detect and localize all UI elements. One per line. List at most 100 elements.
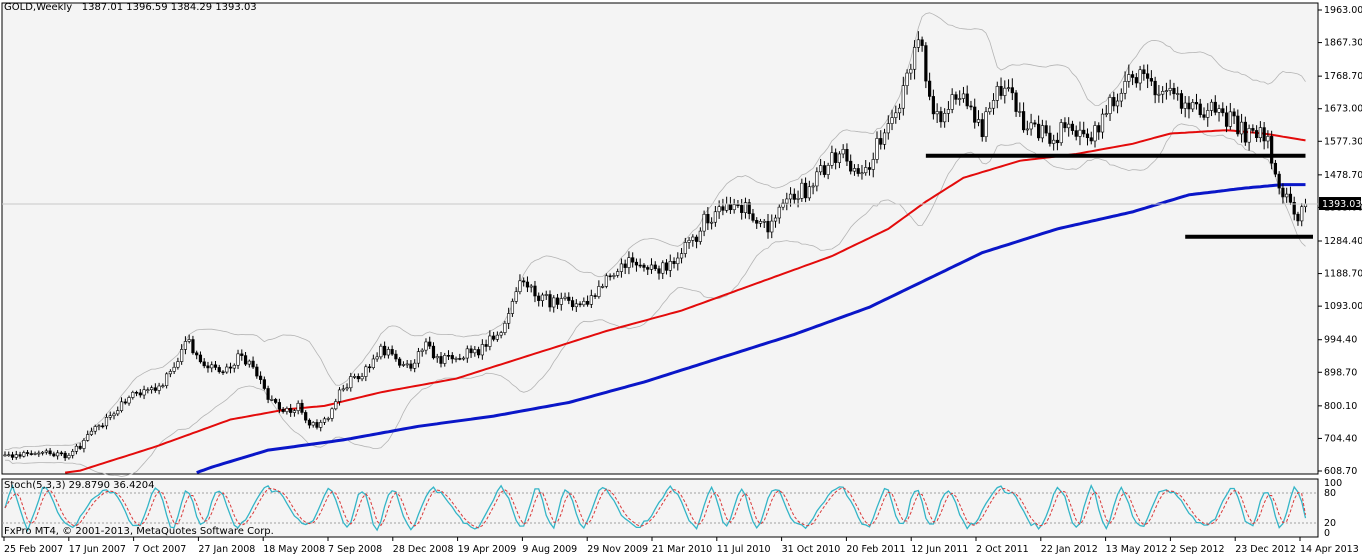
candle-body xyxy=(912,47,917,70)
candle-body xyxy=(664,262,669,271)
candle-body xyxy=(555,297,560,305)
y-tick-label: 704.40 xyxy=(1324,433,1357,444)
y-tick-label: 608.70 xyxy=(1324,466,1357,477)
candle-body xyxy=(285,408,289,412)
candle-body xyxy=(172,366,176,372)
candle-body xyxy=(1157,93,1161,96)
candle-body xyxy=(728,203,733,211)
candle-body xyxy=(1037,123,1041,139)
candle-body xyxy=(461,357,466,360)
candle-body xyxy=(67,455,71,459)
x-tick-label: 18 May 2008 xyxy=(263,544,325,555)
x-tick-label: 12 Jun 2011 xyxy=(911,544,968,555)
candle-body xyxy=(1273,162,1278,175)
candle-body xyxy=(454,358,458,360)
candle-body xyxy=(134,391,139,394)
candle-body xyxy=(928,80,932,97)
candle-body xyxy=(800,182,804,199)
candle-body xyxy=(488,335,492,347)
candle-body xyxy=(758,221,763,224)
candle-body xyxy=(191,339,195,354)
candle-body xyxy=(1112,97,1116,107)
candle-body xyxy=(522,280,526,283)
candle-body xyxy=(834,152,838,163)
candle-body xyxy=(409,363,413,369)
candle-body xyxy=(176,361,180,368)
y-tick-label: 994.40 xyxy=(1324,335,1357,346)
candle-body xyxy=(1029,122,1033,130)
candle-body xyxy=(852,168,857,172)
y-tick-label: 1867.30 xyxy=(1324,38,1362,49)
candle-body xyxy=(623,263,627,268)
candle-body xyxy=(796,198,800,200)
candle-body xyxy=(563,296,567,299)
candle-body xyxy=(476,349,481,356)
candle-body xyxy=(1033,122,1037,125)
candle-body xyxy=(867,167,872,170)
candle-body xyxy=(1270,136,1274,164)
candle-body xyxy=(341,388,345,391)
candle-body xyxy=(367,366,372,369)
candle-body xyxy=(773,217,778,222)
candle-body xyxy=(1149,78,1153,82)
candle-body xyxy=(168,371,172,375)
candle-body xyxy=(142,389,146,396)
candle-body xyxy=(319,422,323,428)
candle-body xyxy=(608,275,612,278)
candle-body xyxy=(379,345,383,358)
candle-body xyxy=(1078,129,1082,137)
x-tick-label: 31 Oct 2010 xyxy=(782,544,841,555)
candle-body xyxy=(999,86,1003,96)
candle-body xyxy=(195,352,199,356)
y-tick-label: 800.10 xyxy=(1324,401,1357,412)
candle-body xyxy=(1277,173,1281,189)
candle-body xyxy=(334,401,338,410)
candle-body xyxy=(980,119,984,138)
candle-body xyxy=(495,334,499,340)
candle-body xyxy=(747,202,751,214)
candle-body xyxy=(180,349,184,362)
x-tick-label: 29 Nov 2009 xyxy=(587,544,648,555)
candle-body xyxy=(386,349,390,356)
candle-body xyxy=(803,182,808,199)
candle-body xyxy=(1104,113,1108,115)
candle-body xyxy=(7,454,11,457)
copyright-footer: FxPro MT4, © 2001-2013, MetaQuotes Softw… xyxy=(4,526,274,537)
candle-body xyxy=(943,113,947,123)
candle-body xyxy=(258,375,263,380)
candle-body xyxy=(1239,121,1244,135)
candle-body xyxy=(740,205,744,213)
candle-body xyxy=(420,349,424,352)
candle-body xyxy=(469,348,473,354)
candle-body xyxy=(1236,115,1240,135)
candle-body xyxy=(672,260,676,265)
current-price-tag-bg xyxy=(1319,197,1361,211)
candle-body xyxy=(232,364,236,369)
candle-body xyxy=(138,392,142,396)
candle-body xyxy=(1138,69,1142,84)
candle-body xyxy=(198,354,203,363)
candle-body xyxy=(1161,91,1165,95)
candle-body xyxy=(702,213,706,232)
candle-body xyxy=(86,434,90,441)
stoch-label: Stoch(5,3,3) 29.8790 36.4204 xyxy=(4,480,155,491)
candle-body xyxy=(149,387,154,391)
candle-body xyxy=(1063,122,1067,129)
band-upper xyxy=(4,12,1306,450)
candle-body xyxy=(589,295,593,305)
candle-body xyxy=(788,193,793,200)
candle-body xyxy=(1198,103,1202,116)
candle-body xyxy=(1052,139,1056,144)
candle-body xyxy=(240,353,244,356)
stoch-range-label: 0 xyxy=(1324,528,1330,539)
candle-body xyxy=(683,242,687,254)
candle-body xyxy=(1255,130,1259,139)
candle-body xyxy=(345,387,349,390)
candle-body xyxy=(1288,193,1293,203)
candle-body xyxy=(104,417,109,427)
candle-body xyxy=(901,85,905,109)
candle-body xyxy=(698,230,702,242)
candle-body xyxy=(44,450,48,453)
candle-body xyxy=(529,285,533,288)
candle-body xyxy=(183,341,188,350)
